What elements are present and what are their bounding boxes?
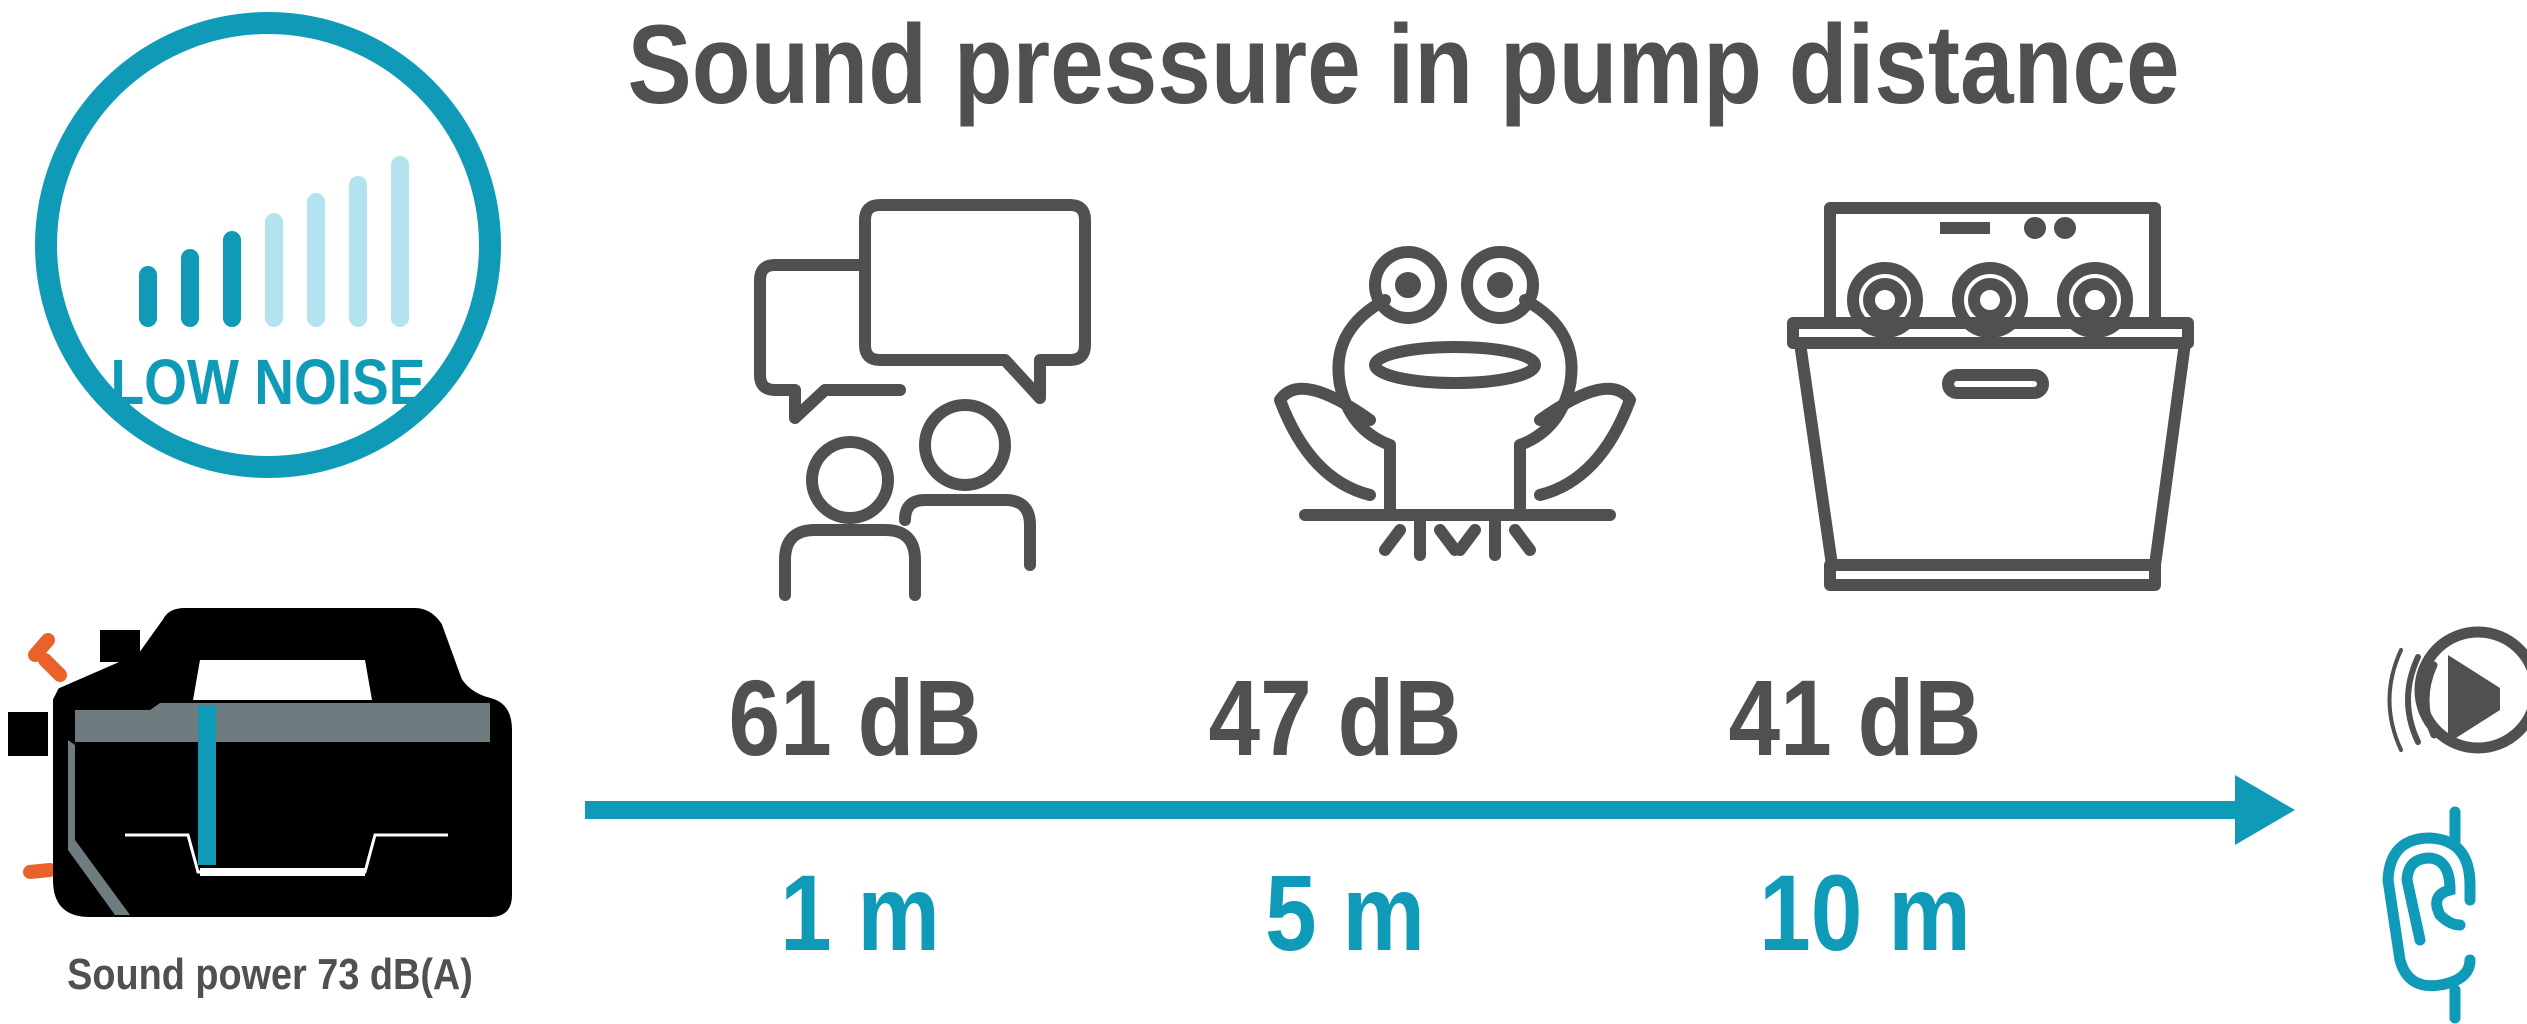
pump-caption: Sound power 73 dB(A) (67, 950, 473, 999)
speaker-icon (2387, 626, 2527, 754)
low-noise-badge (35, 12, 501, 478)
db-value-5m: 47 dB (1208, 657, 1462, 778)
distance-arrow (585, 775, 2295, 845)
distance-10m: 10 m (1759, 852, 1971, 973)
dishwasher-icon (1787, 202, 2194, 591)
db-value-1m: 61 dB (728, 657, 982, 778)
badge-ring (35, 12, 501, 478)
db-value-10m: 41 dB (1728, 657, 1982, 778)
low-noise-label: LOW NOISE (110, 346, 426, 418)
volume-bars-icon (139, 156, 409, 327)
conversation-icon (754, 199, 1091, 601)
water-pump-icon (8, 608, 512, 917)
distance-1m: 1 m (779, 852, 941, 973)
frog-icon (1274, 246, 1636, 561)
page-title: Sound pressure in pump distance (627, 2, 2180, 127)
distance-5m: 5 m (1264, 852, 1426, 973)
ear-icon (2382, 806, 2476, 1024)
